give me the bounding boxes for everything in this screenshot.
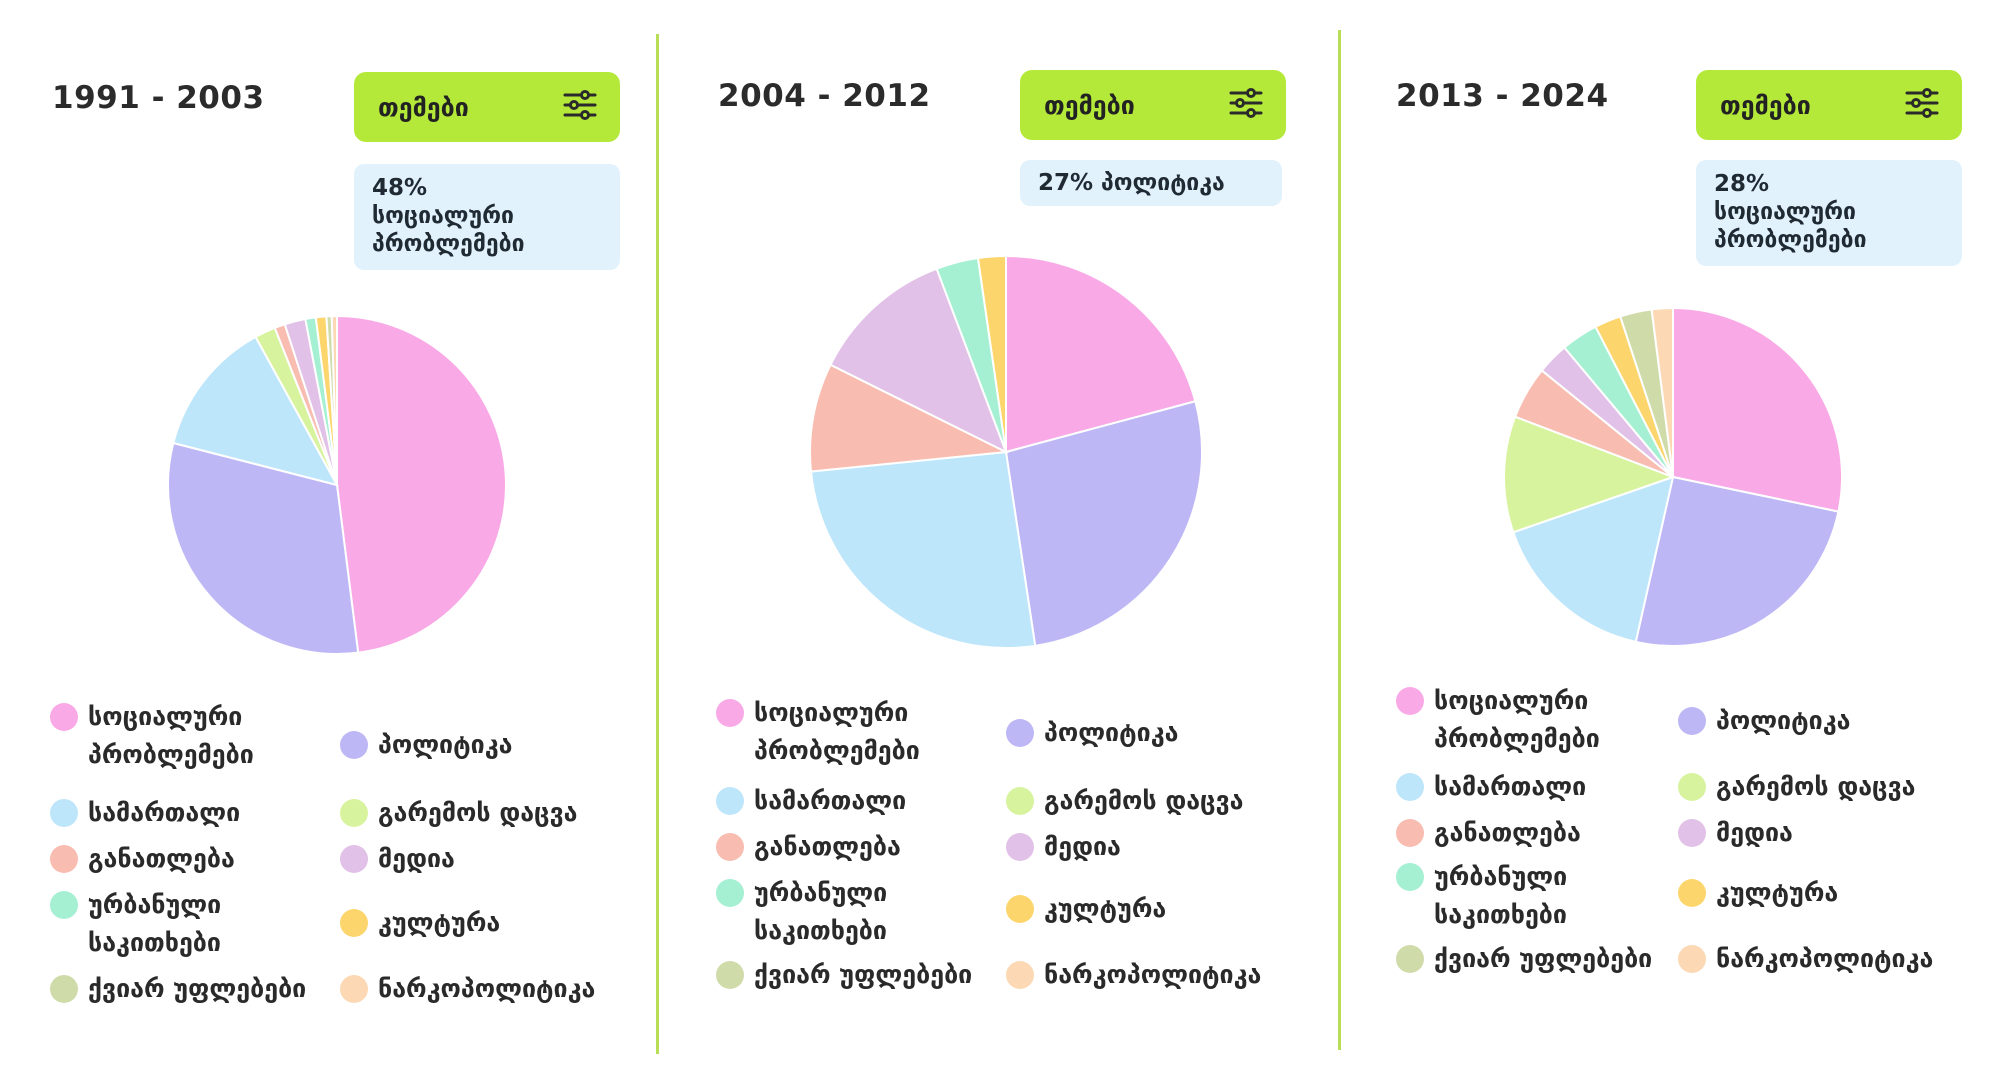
legend-swatch bbox=[1006, 833, 1034, 861]
legend-item: გარემოს დაცვა bbox=[1678, 768, 1916, 806]
pie-slice-1 bbox=[336, 314, 507, 654]
top-category-badge: 28% სოციალური პრობლემები bbox=[1696, 160, 1962, 266]
period-title: 2004 - 2012 bbox=[718, 78, 931, 114]
pie-chart bbox=[167, 314, 507, 655]
legend-item: სოციალური პრობლემები bbox=[1396, 682, 1654, 758]
legend-item: სამართალი bbox=[50, 794, 240, 832]
legend-swatch bbox=[716, 833, 744, 861]
legend-item: ქვიარ უფლებები bbox=[50, 970, 306, 1008]
legend-swatch bbox=[1396, 819, 1424, 847]
topics-filter-button[interactable]: თემები bbox=[1020, 70, 1286, 140]
pie-slice-3 bbox=[809, 450, 1037, 649]
legend-swatch bbox=[50, 891, 78, 919]
sliders-icon bbox=[562, 89, 598, 125]
legend-item: განათლება bbox=[716, 828, 901, 866]
legend-item: კულტურა bbox=[1678, 874, 1838, 912]
legend-item: კულტურა bbox=[340, 904, 500, 942]
legend-swatch bbox=[50, 975, 78, 1003]
legend-item: ურბანული საკითხები bbox=[50, 886, 308, 962]
legend-swatch bbox=[1678, 945, 1706, 973]
legend-item: მედია bbox=[1678, 814, 1793, 852]
pie-slice-2 bbox=[1634, 475, 1840, 647]
legend-item: განათლება bbox=[1396, 814, 1581, 852]
chart-panel-1991-2003: 1991 - 2003 თემები 48% სოციალური პრობლემ… bbox=[0, 0, 666, 1080]
legend-swatch bbox=[340, 975, 368, 1003]
legend-swatch bbox=[1006, 719, 1034, 747]
period-title: 1991 - 2003 bbox=[52, 80, 265, 116]
top-category-badge: 48% სოციალური პრობლემები bbox=[354, 164, 620, 270]
legend-item: სოციალური პრობლემები bbox=[716, 694, 974, 770]
legend-swatch bbox=[716, 787, 744, 815]
legend-item: ნარკოპოლიტიკა bbox=[1678, 940, 1933, 978]
period-title: 2013 - 2024 bbox=[1396, 78, 1609, 114]
legend-swatch bbox=[1678, 819, 1706, 847]
pie-slice-2 bbox=[167, 441, 360, 655]
legend-item: პოლიტიკა bbox=[340, 726, 512, 764]
pie-slice-8 bbox=[976, 254, 1007, 453]
legend-swatch bbox=[716, 699, 744, 727]
legend-swatch bbox=[1678, 707, 1706, 735]
legend-item: ქვიარ უფლებები bbox=[1396, 940, 1652, 978]
chart-panel-2013-2024: 2013 - 2024 თემები 28% სოციალური პრობლემ… bbox=[1340, 0, 2000, 1080]
pie-slice-1 bbox=[1672, 306, 1843, 513]
legend-swatch bbox=[50, 799, 78, 827]
topics-filter-button[interactable]: თემები bbox=[1696, 70, 1962, 140]
legend-item: გარემოს დაცვა bbox=[1006, 782, 1244, 820]
legend-swatch bbox=[1006, 895, 1034, 923]
legend-swatch bbox=[340, 845, 368, 873]
legend-item: ნარკოპოლიტიკა bbox=[340, 970, 595, 1008]
topics-button-label: თემები bbox=[1720, 90, 1811, 120]
pie-chart bbox=[809, 254, 1203, 649]
pie-slice-6 bbox=[829, 267, 1008, 455]
sliders-icon bbox=[1904, 87, 1940, 123]
legend-swatch bbox=[1396, 863, 1424, 891]
legend-swatch bbox=[340, 909, 368, 937]
legend-item: გარემოს დაცვა bbox=[340, 794, 578, 832]
pie-slice-2 bbox=[1004, 400, 1203, 647]
panel-divider bbox=[1338, 30, 1341, 1050]
legend-item: განათლება bbox=[50, 840, 235, 878]
topics-button-label: თემები bbox=[1044, 90, 1135, 120]
sliders-icon bbox=[1228, 87, 1264, 123]
legend-swatch bbox=[1006, 961, 1034, 989]
legend-swatch bbox=[340, 731, 368, 759]
legend-swatch bbox=[716, 961, 744, 989]
pie-slice-10 bbox=[1650, 306, 1674, 478]
legend-swatch bbox=[1396, 945, 1424, 973]
legend-swatch bbox=[50, 845, 78, 873]
legend-item: პოლიტიკა bbox=[1006, 714, 1178, 752]
pie-slice-5 bbox=[809, 363, 1010, 473]
legend-item: სამართალი bbox=[1396, 768, 1586, 806]
legend-item: მედია bbox=[340, 840, 455, 878]
pie-slice-10 bbox=[330, 314, 338, 486]
chart-panel-2004-2012: 2004 - 2012 თემები 27% პოლიტიკა სოციალურ… bbox=[666, 0, 1332, 1080]
legend-swatch bbox=[340, 799, 368, 827]
top-category-badge: 27% პოლიტიკა bbox=[1020, 160, 1282, 206]
legend-item: ნარკოპოლიტიკა bbox=[1006, 956, 1261, 994]
panel-divider bbox=[656, 34, 659, 1054]
pie-slice-3 bbox=[1512, 475, 1675, 644]
legend-item: სამართალი bbox=[716, 782, 906, 820]
legend-swatch bbox=[1678, 773, 1706, 801]
pie-slice-4 bbox=[1503, 415, 1676, 534]
legend-item: მედია bbox=[1006, 828, 1121, 866]
legend-item: სოციალური პრობლემები bbox=[50, 698, 308, 774]
legend-swatch bbox=[1678, 879, 1706, 907]
legend-swatch bbox=[1396, 773, 1424, 801]
legend-swatch bbox=[1006, 787, 1034, 815]
pie-slice-3 bbox=[172, 335, 339, 487]
legend-item: ურბანული საკითხები bbox=[716, 874, 974, 950]
legend-item: ურბანული საკითხები bbox=[1396, 858, 1654, 934]
topics-button-label: თემები bbox=[378, 92, 469, 122]
legend-swatch bbox=[716, 879, 744, 907]
legend-item: პოლიტიკა bbox=[1678, 702, 1850, 740]
topics-filter-button[interactable]: თემები bbox=[354, 72, 620, 142]
pie-chart bbox=[1503, 306, 1843, 647]
pie-slice-1 bbox=[1005, 254, 1197, 454]
legend-item: ქვიარ უფლებები bbox=[716, 956, 972, 994]
legend-item: კულტურა bbox=[1006, 890, 1166, 928]
legend-swatch bbox=[1396, 687, 1424, 715]
legend-swatch bbox=[50, 703, 78, 731]
